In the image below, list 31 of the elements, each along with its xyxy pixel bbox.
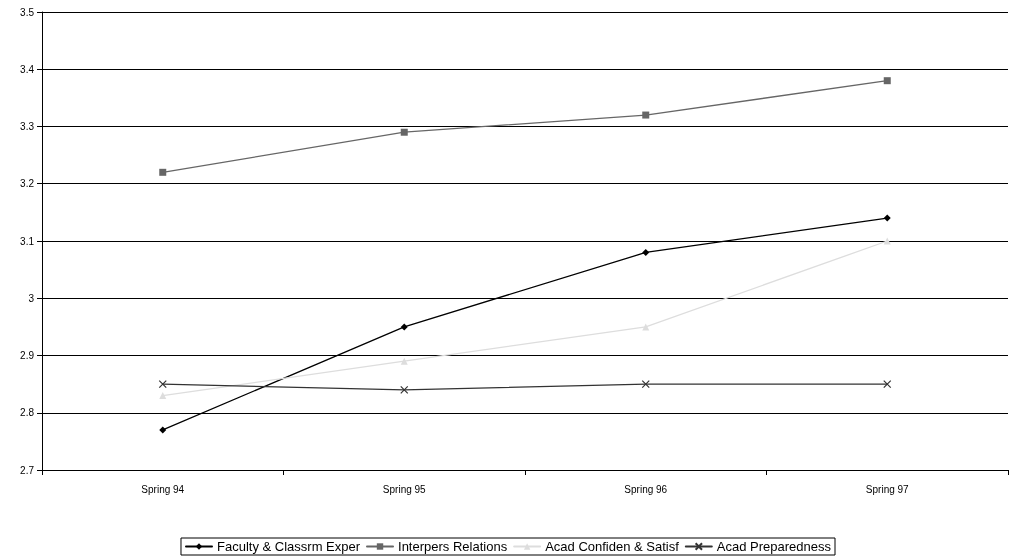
legend-label: Interpers Relations [398,539,508,554]
y-tick-label: 2.8 [20,407,35,419]
point [400,385,409,394]
point [641,380,650,389]
point [883,77,891,85]
y-tick-label: 2.7 [20,464,35,476]
legend-label: Acad Preparedness [716,539,832,554]
point [158,380,167,389]
point [400,323,408,331]
y-tick-label: 3 [28,292,35,304]
point [400,357,408,365]
y-tick-label: 3.4 [20,63,35,75]
y-tick-label: 3.3 [20,121,35,132]
point [642,248,650,256]
point [883,380,892,389]
x-tick-label: Spring 97 [865,483,910,495]
point [883,214,891,222]
x-tick-label: Spring 94 [141,483,185,495]
x-tick-label: Spring 96 [624,483,668,495]
point [642,111,650,119]
point [400,128,408,136]
y-tick-label: 3.5 [20,6,35,18]
y-tick-label: 2.9 [20,350,35,361]
legend-label: Acad Confiden & Satisf [545,539,680,554]
x-tick-label: Spring 95 [382,483,427,495]
y-tick-label: 3.2 [20,178,35,190]
point [159,426,167,434]
point [159,168,167,176]
legend-label: Faculty & Classrm Exper [216,539,361,554]
point [883,237,891,245]
y-tick-label: 3.1 [20,235,35,247]
